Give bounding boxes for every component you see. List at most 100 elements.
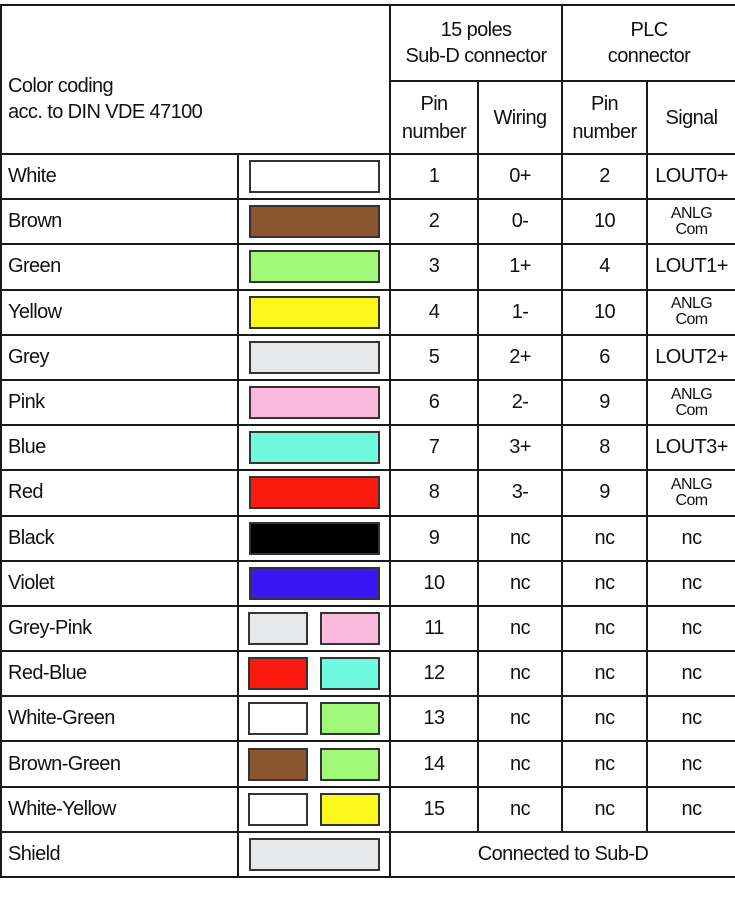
signal-cell: nc bbox=[646, 650, 735, 698]
color-swatch bbox=[320, 792, 380, 826]
plc-pin-number: 2 bbox=[561, 152, 649, 201]
table-row: White-Yellow 15 nc nc nc bbox=[0, 785, 735, 833]
pin-line-1: Pin bbox=[420, 92, 448, 115]
table-row: Grey-Pink 11 nc nc nc bbox=[0, 604, 735, 653]
pin-number: 6 bbox=[389, 378, 480, 427]
shield-row: Shield Connected to Sub-D bbox=[0, 830, 735, 879]
color-name: White-Yellow bbox=[0, 785, 239, 833]
plc-line-2: connector bbox=[607, 45, 691, 67]
wiring: nc bbox=[477, 514, 564, 562]
color-swatch bbox=[248, 521, 380, 555]
wiring: nc bbox=[477, 785, 564, 833]
table-row: Grey 5 2+ 6 LOUT2+ bbox=[0, 333, 735, 381]
color-swatch bbox=[248, 205, 380, 239]
color-swatch bbox=[248, 340, 380, 374]
signal-cell: ANLG Com bbox=[646, 378, 735, 427]
table-row: Red-Blue 12 nc nc nc bbox=[0, 650, 735, 698]
pin-number: 8 bbox=[389, 469, 480, 517]
table-row: Violet 10 nc nc nc bbox=[0, 559, 735, 607]
pin-number: 1 bbox=[389, 152, 480, 201]
signal-cell: ANLG Com bbox=[646, 288, 735, 336]
pin-number: 3 bbox=[389, 243, 480, 291]
color-name: Violet bbox=[0, 559, 239, 607]
signal-text: ANLG Com bbox=[670, 295, 713, 329]
plc-pin-number: nc bbox=[561, 740, 649, 788]
signal-text: ANLG Com bbox=[670, 475, 713, 509]
wiring: nc bbox=[477, 650, 564, 698]
color-swatch bbox=[320, 747, 380, 781]
wiring: nc bbox=[477, 740, 564, 788]
plc-pin-number: nc bbox=[561, 650, 649, 698]
table-row: White 1 0+ 2 LOUT0+ bbox=[0, 152, 735, 201]
color-name: Black bbox=[0, 514, 239, 562]
title-line-1: Color coding bbox=[8, 74, 114, 97]
color-name: Green bbox=[0, 243, 239, 291]
subd-group-header: 15 poles Sub-D connector bbox=[389, 4, 564, 82]
color-swatch-cell bbox=[236, 378, 392, 427]
pin-number: 9 bbox=[389, 514, 480, 562]
pin-number: 14 bbox=[389, 740, 480, 788]
color-swatch-cell bbox=[236, 559, 392, 607]
color-name: Red bbox=[0, 469, 239, 517]
color-swatch-cell bbox=[236, 198, 392, 246]
signal-cell: LOUT1+ bbox=[646, 243, 735, 291]
wiring: 3- bbox=[477, 469, 564, 517]
color-swatch bbox=[248, 295, 380, 329]
color-name: White-Green bbox=[0, 695, 239, 743]
signal-cell: nc bbox=[646, 559, 735, 607]
color-swatch bbox=[248, 566, 380, 600]
plc-pin-number: 9 bbox=[561, 378, 649, 427]
plc-line-1: PLC bbox=[630, 19, 668, 41]
color-swatch-cell bbox=[236, 152, 392, 201]
color-name: Brown bbox=[0, 198, 239, 246]
signal-cell: nc bbox=[646, 785, 735, 833]
color-swatch bbox=[248, 386, 380, 420]
color-name: Brown-Green bbox=[0, 740, 239, 788]
pin-number: 7 bbox=[389, 424, 480, 472]
color-swatch bbox=[248, 657, 308, 691]
pin-number: 4 bbox=[389, 288, 480, 336]
plc-pin-header: Pin number bbox=[561, 80, 649, 155]
table-row: Black 9 nc nc nc bbox=[0, 514, 735, 562]
pin-number: 15 bbox=[389, 785, 480, 833]
plc-pin-number: 9 bbox=[561, 469, 649, 517]
color-name: Blue bbox=[0, 424, 239, 472]
color-swatch bbox=[248, 702, 308, 736]
signal-text: ANLG Com bbox=[670, 204, 713, 238]
plc-pin-number: nc bbox=[561, 604, 649, 653]
wiring: 2+ bbox=[477, 333, 564, 381]
color-swatch bbox=[248, 837, 380, 871]
color-swatch-cell bbox=[236, 604, 392, 653]
color-swatch-cell bbox=[236, 650, 392, 698]
plc-pin-number: nc bbox=[561, 695, 649, 743]
table-row: Blue 7 3+ 8 LOUT3+ bbox=[0, 424, 735, 472]
color-swatch bbox=[320, 702, 380, 736]
color-swatch bbox=[248, 611, 308, 645]
pin-number: 2 bbox=[389, 198, 480, 246]
wiring: 1- bbox=[477, 288, 564, 336]
plc-pin-number: 8 bbox=[561, 424, 649, 472]
color-name: Grey bbox=[0, 333, 239, 381]
signal-cell: ANLG Com bbox=[646, 469, 735, 517]
table-row: Red 8 3- 9 ANLG Com bbox=[0, 469, 735, 517]
wiring: 0+ bbox=[477, 152, 564, 201]
color-name: Shield bbox=[0, 830, 239, 879]
color-swatch-cell bbox=[236, 785, 392, 833]
color-swatch-cell bbox=[236, 740, 392, 788]
subd-line-2: Sub-D connector bbox=[405, 45, 547, 67]
plc-group-header: PLC connector bbox=[561, 4, 735, 82]
plc-pin-number: 10 bbox=[561, 288, 649, 336]
color-swatch bbox=[248, 747, 308, 781]
plc-pin-number: nc bbox=[561, 514, 649, 562]
pin-number: 10 bbox=[389, 559, 480, 607]
wiring: 1+ bbox=[477, 243, 564, 291]
subd-line-1: 15 poles bbox=[440, 19, 512, 41]
plc-pin-number: nc bbox=[561, 785, 649, 833]
color-name: Grey-Pink bbox=[0, 604, 239, 653]
color-swatch bbox=[320, 657, 380, 691]
color-name: Red-Blue bbox=[0, 650, 239, 698]
color-swatch-cell bbox=[236, 243, 392, 291]
pin-number: 11 bbox=[389, 604, 480, 653]
color-swatch-cell bbox=[236, 695, 392, 743]
table-row: Brown 2 0- 10 ANLG Com bbox=[0, 198, 735, 246]
